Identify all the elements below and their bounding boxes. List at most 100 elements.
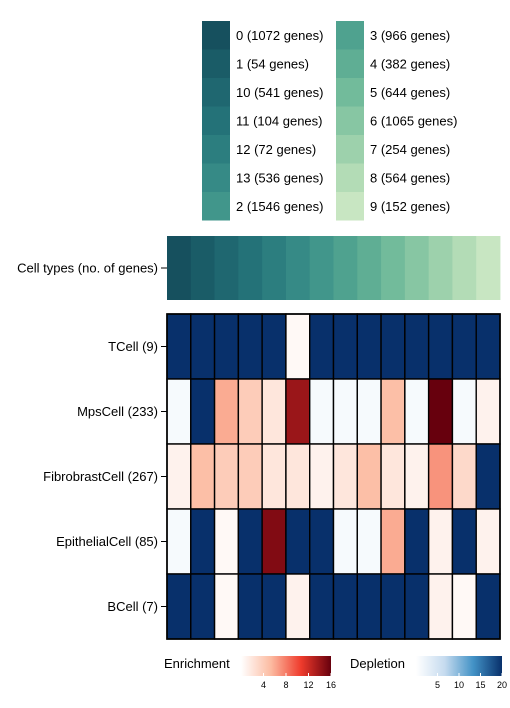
heatmap-cell (475, 573, 501, 640)
heatmap-cell (404, 313, 430, 380)
heatmap-cell (190, 573, 216, 640)
annotation-label: Cell types (no. of genes) (17, 261, 158, 276)
legend-label: 5 (644 genes) (370, 85, 450, 100)
heatmap-cell (237, 443, 263, 510)
heatmap-cell (332, 378, 358, 445)
heatmap-cell (309, 378, 335, 445)
annotation-cell (262, 236, 287, 300)
legend-label: 1 (54 genes) (236, 56, 309, 71)
heatmap-cell (427, 508, 454, 575)
legend-label: 13 (536 genes) (236, 170, 323, 185)
heatmap-cell (475, 508, 501, 575)
legend-swatch (202, 21, 230, 50)
heatmap-cell (166, 508, 192, 575)
annotation-row: Cell types (no. of genes) (17, 236, 501, 300)
legend-swatch (336, 135, 364, 164)
enrichment-legend-title: Enrichment (164, 656, 230, 671)
legend-swatch (336, 49, 364, 78)
legend-label: 4 (382 genes) (370, 56, 450, 71)
heatmap-cell (309, 313, 335, 380)
legend-label: 2 (1546 genes) (236, 199, 323, 214)
heatmap-cell (190, 313, 216, 380)
depletion-legend-title: Depletion (350, 656, 405, 671)
heatmap-cell (475, 378, 501, 445)
annotation-cell (476, 236, 501, 300)
heatmap-cell (309, 443, 335, 510)
legend-label: 8 (564 genes) (370, 170, 450, 185)
annotation-cell (452, 236, 477, 300)
row-label: FibrobrastCell (267) (43, 469, 158, 484)
heatmap-cell (237, 573, 263, 640)
heatmap-cell (309, 508, 335, 575)
enrichment-tick-label: 16 (326, 680, 336, 690)
depletion-colorbar (416, 656, 502, 676)
heatmap-grid: TCell (9) MpsCell (233) FibrobrastCell (26… (43, 313, 501, 640)
color-legends: Enrichment 4 8 12 16 Depletion 5 10 15 20 (164, 656, 507, 690)
heatmap-cell (261, 378, 287, 445)
legend-label: 6 (1065 genes) (370, 113, 457, 128)
heatmap-cell (404, 573, 430, 640)
heatmap-cell (261, 573, 287, 640)
heatmap-cell (404, 378, 430, 445)
annotation-cell (381, 236, 406, 300)
heatmap-cell (213, 313, 240, 380)
heatmap-cell (427, 573, 454, 640)
heatmap-cell (427, 443, 454, 510)
heatmap-cell (427, 313, 454, 380)
heatmap-cell (261, 508, 287, 575)
depletion-tick-label: 10 (454, 680, 464, 690)
enrichment-tick-label: 8 (283, 680, 288, 690)
heatmap-cell (261, 313, 287, 380)
heatmap-cell (380, 378, 406, 445)
legend-label: 3 (966 genes) (370, 28, 450, 43)
heatmap-cell (237, 313, 263, 380)
heatmap-cell (309, 573, 335, 640)
heatmap-cell (285, 573, 311, 640)
legend-label: 10 (541 genes) (236, 85, 323, 100)
heatmap-cell (190, 508, 216, 575)
heatmap-cell (213, 378, 240, 445)
heatmap-cell (475, 443, 501, 510)
heatmap-cell (190, 378, 216, 445)
legend-swatch (202, 49, 230, 78)
enrichment-colorbar (241, 656, 331, 676)
heatmap-cell (356, 313, 382, 380)
enrichment-tick-label: 12 (303, 680, 313, 690)
legend-label: 0 (1072 genes) (236, 28, 323, 43)
heatmap-cell (285, 378, 311, 445)
heatmap-cell (213, 443, 240, 510)
annotation-cell (285, 236, 311, 300)
legend-swatch (202, 135, 230, 164)
legend-swatch (336, 163, 364, 192)
row-label: TCell (9) (108, 339, 158, 354)
legend-swatch (336, 106, 364, 135)
legend-swatch (202, 78, 230, 107)
annotation-cell (167, 236, 192, 300)
heatmap-cell (332, 508, 358, 575)
heatmap-cell (451, 378, 477, 445)
annotation-cell (428, 236, 453, 300)
heatmap-cell (404, 508, 430, 575)
annotation-cell (190, 236, 215, 300)
heatmap-cell (380, 313, 406, 380)
heatmap-cell (285, 508, 311, 575)
heatmap-cell (451, 313, 477, 380)
heatmap-cell (356, 508, 382, 575)
heatmap-cell (166, 443, 192, 510)
annotation-cell (333, 236, 358, 300)
heatmap-cell (380, 508, 406, 575)
depletion-tick-label: 5 (435, 680, 440, 690)
heatmap-border (166, 313, 501, 640)
heatmap-cell (475, 313, 501, 380)
heatmap-cell (356, 378, 382, 445)
row-label: MpsCell (233) (77, 404, 158, 419)
legend-swatch (202, 163, 230, 192)
annotation-cell (357, 236, 382, 300)
row-label: EpithelialCell (85) (56, 534, 158, 549)
heatmap-cell (261, 443, 287, 510)
row-label: BCell (7) (107, 599, 158, 614)
depletion-tick-label: 20 (497, 680, 507, 690)
heatmap-cell (166, 378, 192, 445)
legend-label: 9 (152 genes) (370, 199, 450, 214)
